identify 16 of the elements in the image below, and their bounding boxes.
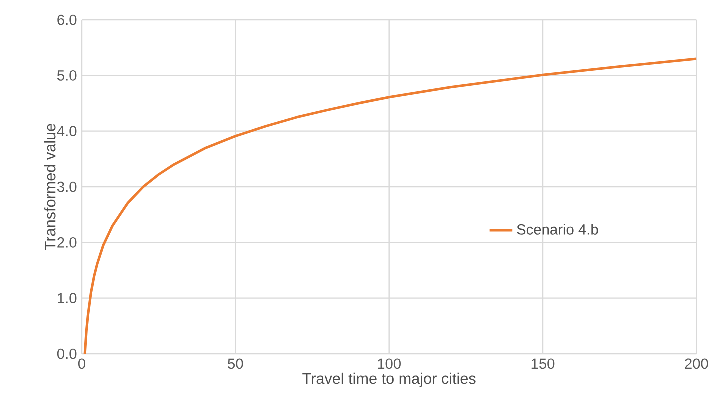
x-tick-label: 200 — [685, 358, 708, 370]
x-tick-label: 100 — [378, 358, 401, 370]
y-tick-label: 3.0 — [57, 182, 77, 192]
y-tick-label: 1.0 — [58, 293, 77, 304]
y-tick-label: 6.0 — [58, 14, 77, 26]
y-tick-label: 4.0 — [57, 126, 77, 137]
x-tick-label: 0 — [78, 358, 86, 370]
y-axis-title: Transformed value — [44, 124, 56, 250]
legend-label: Scenario 4.b — [517, 224, 598, 235]
line-series — [84, 58, 697, 354]
x-tick-label: 150 — [532, 358, 555, 370]
x-tick-label: 50 — [228, 358, 244, 370]
y-tick-label: 5.0 — [57, 70, 77, 81]
y-tick-label: 0.0 — [57, 348, 77, 360]
y-tick-label: 2.0 — [58, 237, 77, 248]
x-axis-title: Travel time to major cities — [302, 372, 476, 388]
